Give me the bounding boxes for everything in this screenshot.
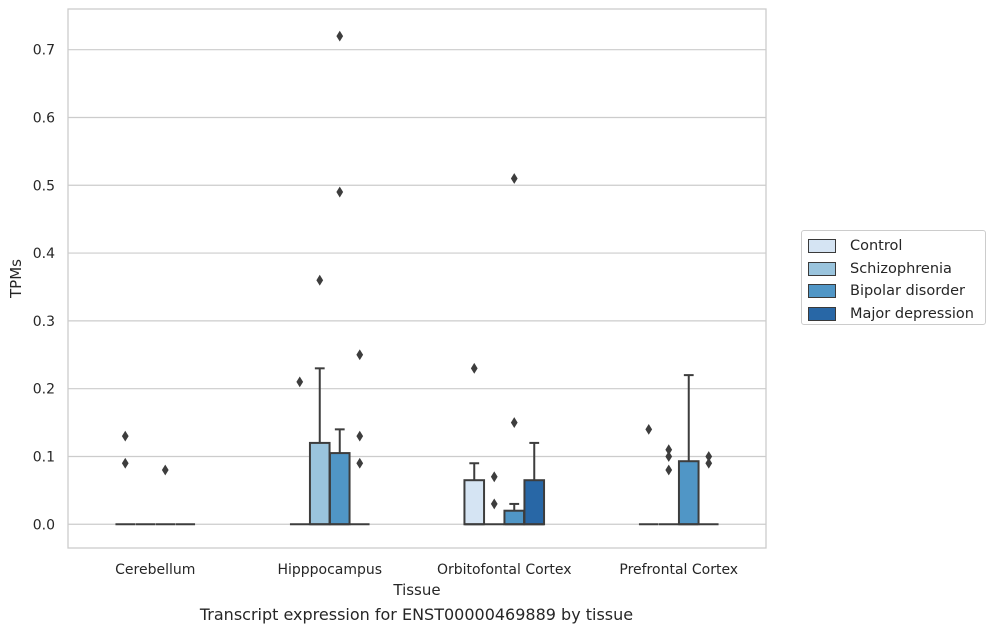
outlier-point [665, 444, 673, 456]
box-body [523, 479, 546, 526]
legend-swatch [808, 306, 836, 321]
box-0-0 [115, 430, 136, 526]
legend-item: Major depression [808, 303, 985, 326]
outlier-point [510, 173, 518, 184]
box-3-3 [698, 451, 719, 526]
x-tick-label: Cerebellum [115, 562, 195, 578]
outlier-point [665, 451, 673, 462]
box-0-2 [155, 464, 176, 526]
box-3-1 [658, 444, 679, 526]
box-2-1 [484, 471, 505, 526]
y-tick-label: 0.5 [33, 178, 55, 194]
outlier-point [336, 186, 344, 198]
legend-label: Control [850, 238, 903, 255]
outlier-point [121, 457, 129, 469]
x-axis-ticks: Cerebellum Hipppocampus Orbitofontal Corte… [115, 562, 738, 578]
outlier-point [705, 451, 713, 462]
legend: Control Schizophrenia Bipolar disorder Majo… [801, 230, 986, 325]
y-tick-label: 0.0 [33, 517, 55, 533]
outlier-point [121, 430, 129, 442]
box-body [503, 509, 526, 526]
outlier-point [665, 464, 673, 476]
x-tick-label: Hipppocampus [277, 562, 382, 578]
y-tick-label: 0.1 [33, 449, 55, 465]
box-body [677, 460, 700, 526]
box-1-2 [328, 30, 351, 526]
box-2-3 [523, 441, 546, 526]
plot-area-frame [67, 8, 767, 549]
legend-label: Major depression [850, 305, 974, 322]
legend-label: Schizophrenia [850, 260, 952, 277]
legend-swatch [808, 284, 836, 299]
box-body [463, 479, 486, 526]
box-body [328, 452, 351, 526]
box-1-1 [308, 274, 331, 526]
box-2-2 [503, 173, 526, 526]
boxes [115, 30, 719, 526]
outlier-point [490, 498, 498, 510]
outlier-point [356, 349, 364, 361]
y-tick-label: 0.6 [33, 110, 55, 126]
x-tick-label: Prefrontal Cortex [619, 562, 738, 578]
outlier-point [470, 362, 478, 374]
outlier-point [356, 457, 364, 469]
box-1-3 [349, 349, 370, 526]
y-axis-ticks: 0.0 0.1 0.2 0.3 0.4 0.5 0.6 0.7 [33, 43, 55, 534]
box-1-0 [289, 376, 310, 526]
x-tick-label: Orbitofontal Cortex [437, 562, 572, 578]
y-tick-label: 0.7 [33, 43, 55, 59]
outlier-point [296, 376, 304, 388]
outlier-point [336, 30, 344, 42]
legend-item: Control [808, 235, 985, 258]
chart-title: Transcript expression for ENST0000046988… [199, 605, 634, 624]
y-tick-label: 0.4 [33, 246, 55, 262]
outlier-point [490, 471, 498, 483]
outlier-point [510, 417, 518, 428]
outlier-point [161, 464, 169, 476]
outlier-point [356, 430, 364, 442]
x-axis-title: Tissue [392, 581, 440, 599]
box-3-0 [638, 423, 659, 526]
outlier-point [316, 274, 324, 286]
box-body [308, 441, 331, 526]
legend-label: Bipolar disorder [850, 283, 965, 300]
legend-item: Bipolar disorder [808, 280, 985, 303]
y-axis-title: TPMs [7, 259, 25, 299]
legend-swatch [808, 261, 836, 276]
y-tick-label: 0.2 [33, 382, 55, 398]
outlier-point [705, 457, 713, 469]
gridlines [68, 49, 766, 525]
box-2-0 [463, 362, 486, 526]
legend-swatch [808, 239, 836, 254]
legend-item: Schizophrenia [808, 258, 985, 281]
outlier-point [645, 423, 653, 435]
box-3-2 [677, 374, 700, 526]
y-tick-label: 0.3 [33, 314, 55, 330]
